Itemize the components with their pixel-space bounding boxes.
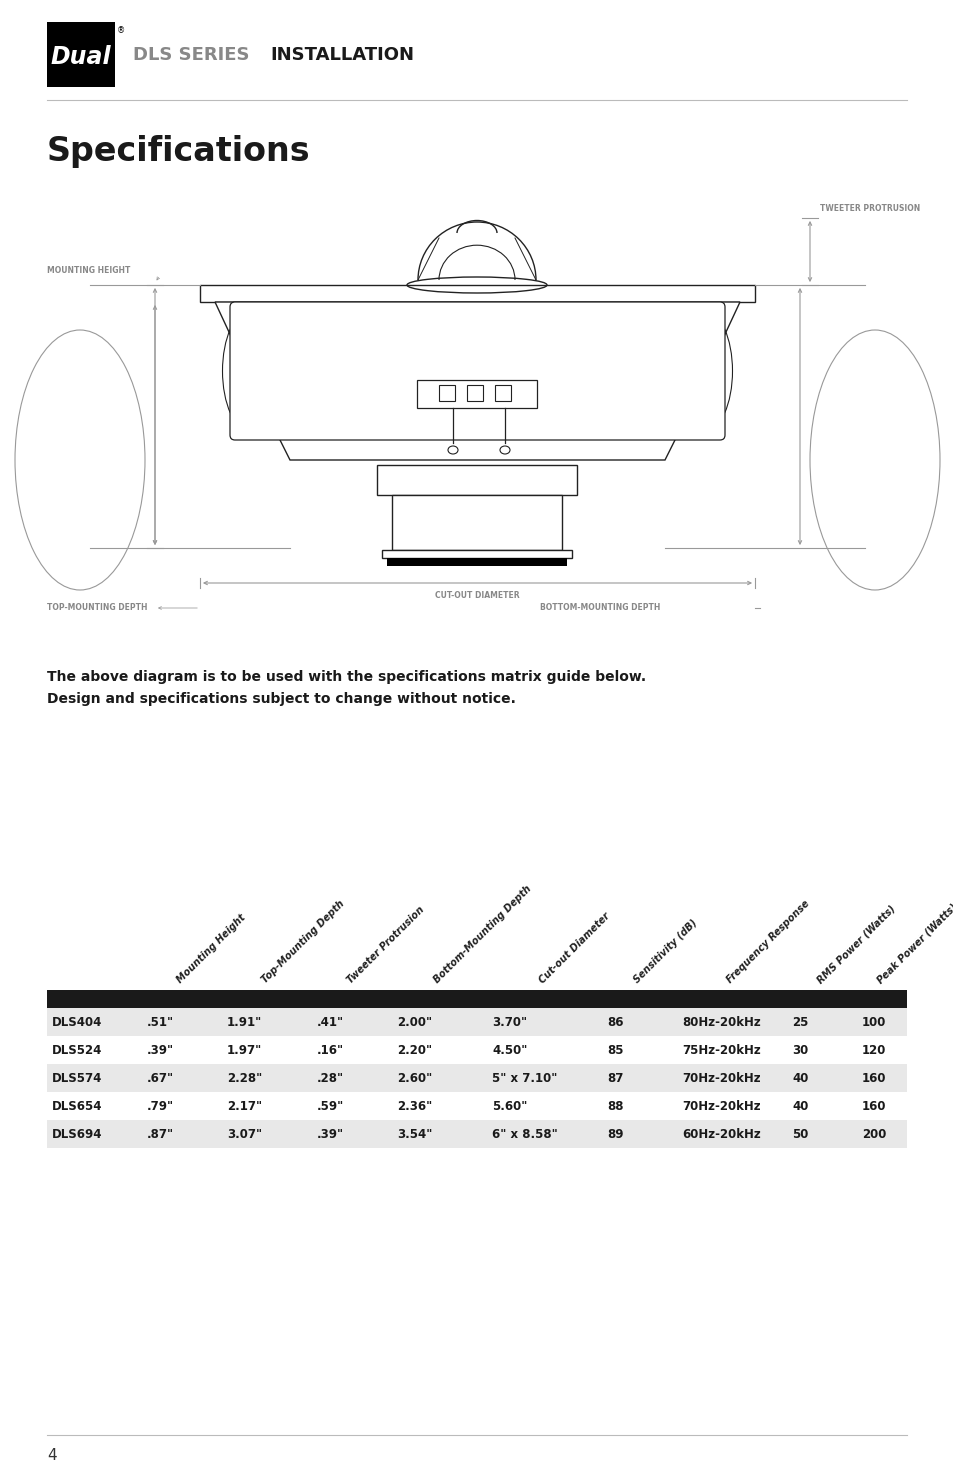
Text: 85: 85 xyxy=(606,1043,623,1056)
Text: Frequency Response: Frequency Response xyxy=(724,898,811,985)
Text: CUT-OUT DIAMETER: CUT-OUT DIAMETER xyxy=(435,591,518,600)
Text: .67": .67" xyxy=(147,1071,174,1084)
Text: 6" x 8.58": 6" x 8.58" xyxy=(492,1127,558,1140)
Text: BOTTOM-MOUNTING DEPTH: BOTTOM-MOUNTING DEPTH xyxy=(539,603,659,612)
Text: The above diagram is to be used with the specifications matrix guide below.: The above diagram is to be used with the… xyxy=(47,670,645,684)
Text: Tweeter Protrusion: Tweeter Protrusion xyxy=(345,904,425,985)
Text: 3.07": 3.07" xyxy=(227,1127,262,1140)
Text: 3.70": 3.70" xyxy=(492,1015,527,1028)
Text: 120: 120 xyxy=(862,1043,885,1056)
Text: Peak Power (Watts): Peak Power (Watts) xyxy=(874,901,953,985)
Text: 2.00": 2.00" xyxy=(396,1015,432,1028)
Text: DLS524: DLS524 xyxy=(52,1043,102,1056)
FancyBboxPatch shape xyxy=(47,990,906,1007)
Text: 5.60": 5.60" xyxy=(492,1099,527,1112)
Text: 200: 200 xyxy=(862,1127,885,1140)
Text: DLS574: DLS574 xyxy=(52,1071,102,1084)
FancyBboxPatch shape xyxy=(47,1063,906,1092)
Text: MOUNTING HEIGHT: MOUNTING HEIGHT xyxy=(47,266,131,274)
Text: TOP-MOUNTING DEPTH: TOP-MOUNTING DEPTH xyxy=(47,603,148,612)
Text: 40: 40 xyxy=(791,1071,807,1084)
Text: DLS404: DLS404 xyxy=(52,1015,102,1028)
FancyBboxPatch shape xyxy=(467,385,482,401)
Text: 160: 160 xyxy=(862,1099,885,1112)
Text: 4: 4 xyxy=(47,1447,56,1463)
FancyBboxPatch shape xyxy=(376,465,577,496)
Text: 100: 100 xyxy=(862,1015,885,1028)
Text: 2.28": 2.28" xyxy=(227,1071,262,1084)
Text: DLS SERIES: DLS SERIES xyxy=(132,46,250,63)
Text: 75Hz-20kHz: 75Hz-20kHz xyxy=(681,1043,760,1056)
Text: 87: 87 xyxy=(606,1071,622,1084)
Text: .51": .51" xyxy=(147,1015,174,1028)
Text: 2.20": 2.20" xyxy=(396,1043,432,1056)
Text: TWEETER PROTRUSION: TWEETER PROTRUSION xyxy=(820,204,920,212)
Text: DLS654: DLS654 xyxy=(52,1099,102,1112)
FancyBboxPatch shape xyxy=(47,1035,906,1063)
Text: 88: 88 xyxy=(606,1099,623,1112)
FancyBboxPatch shape xyxy=(47,1092,906,1120)
Text: ®: ® xyxy=(117,27,125,35)
Text: 50: 50 xyxy=(791,1127,807,1140)
Text: 5" x 7.10": 5" x 7.10" xyxy=(492,1071,557,1084)
Text: .16": .16" xyxy=(316,1043,344,1056)
Text: 1.97": 1.97" xyxy=(227,1043,262,1056)
Text: .87": .87" xyxy=(147,1127,174,1140)
Text: 80Hz-20kHz: 80Hz-20kHz xyxy=(681,1015,760,1028)
Text: Design and specifications subject to change without notice.: Design and specifications subject to cha… xyxy=(47,692,516,707)
Text: RMS Power (Watts): RMS Power (Watts) xyxy=(814,903,896,985)
Text: .39": .39" xyxy=(316,1127,344,1140)
Text: .41": .41" xyxy=(316,1015,344,1028)
Text: Bottom-Mounting Depth: Bottom-Mounting Depth xyxy=(432,884,534,985)
Polygon shape xyxy=(214,302,740,460)
Text: 2.60": 2.60" xyxy=(396,1071,432,1084)
Text: Mounting Height: Mounting Height xyxy=(174,913,247,985)
FancyBboxPatch shape xyxy=(47,1120,906,1148)
Text: 4.50": 4.50" xyxy=(492,1043,527,1056)
FancyBboxPatch shape xyxy=(47,1007,906,1035)
Text: 1.91": 1.91" xyxy=(227,1015,262,1028)
Text: Specifications: Specifications xyxy=(47,136,311,168)
Text: 2.17": 2.17" xyxy=(227,1099,262,1112)
Text: 60Hz-20kHz: 60Hz-20kHz xyxy=(681,1127,760,1140)
FancyBboxPatch shape xyxy=(200,285,754,302)
Text: .28": .28" xyxy=(316,1071,344,1084)
Text: 70Hz-20kHz: 70Hz-20kHz xyxy=(681,1071,760,1084)
FancyBboxPatch shape xyxy=(47,22,115,87)
Text: 3.54": 3.54" xyxy=(396,1127,432,1140)
FancyBboxPatch shape xyxy=(438,385,455,401)
Text: Sensitivity (dB): Sensitivity (dB) xyxy=(632,917,700,985)
Text: 25: 25 xyxy=(791,1015,807,1028)
Text: .59": .59" xyxy=(316,1099,344,1112)
Text: .79": .79" xyxy=(147,1099,174,1112)
Text: Dual: Dual xyxy=(51,46,112,69)
Text: 160: 160 xyxy=(862,1071,885,1084)
FancyBboxPatch shape xyxy=(392,496,561,550)
Text: Top-Mounting Depth: Top-Mounting Depth xyxy=(259,898,346,985)
Text: 86: 86 xyxy=(606,1015,623,1028)
FancyBboxPatch shape xyxy=(495,385,511,401)
FancyBboxPatch shape xyxy=(230,302,724,440)
Text: INSTALLATION: INSTALLATION xyxy=(270,46,414,63)
Text: 89: 89 xyxy=(606,1127,623,1140)
Text: 2.36": 2.36" xyxy=(396,1099,432,1112)
Text: 70Hz-20kHz: 70Hz-20kHz xyxy=(681,1099,760,1112)
Text: .39": .39" xyxy=(147,1043,174,1056)
FancyBboxPatch shape xyxy=(416,381,537,409)
Text: 30: 30 xyxy=(791,1043,807,1056)
FancyBboxPatch shape xyxy=(381,550,572,558)
Text: DLS694: DLS694 xyxy=(52,1127,102,1140)
Text: 40: 40 xyxy=(791,1099,807,1112)
FancyBboxPatch shape xyxy=(387,558,566,566)
Text: Cut-out Diameter: Cut-out Diameter xyxy=(537,910,611,985)
